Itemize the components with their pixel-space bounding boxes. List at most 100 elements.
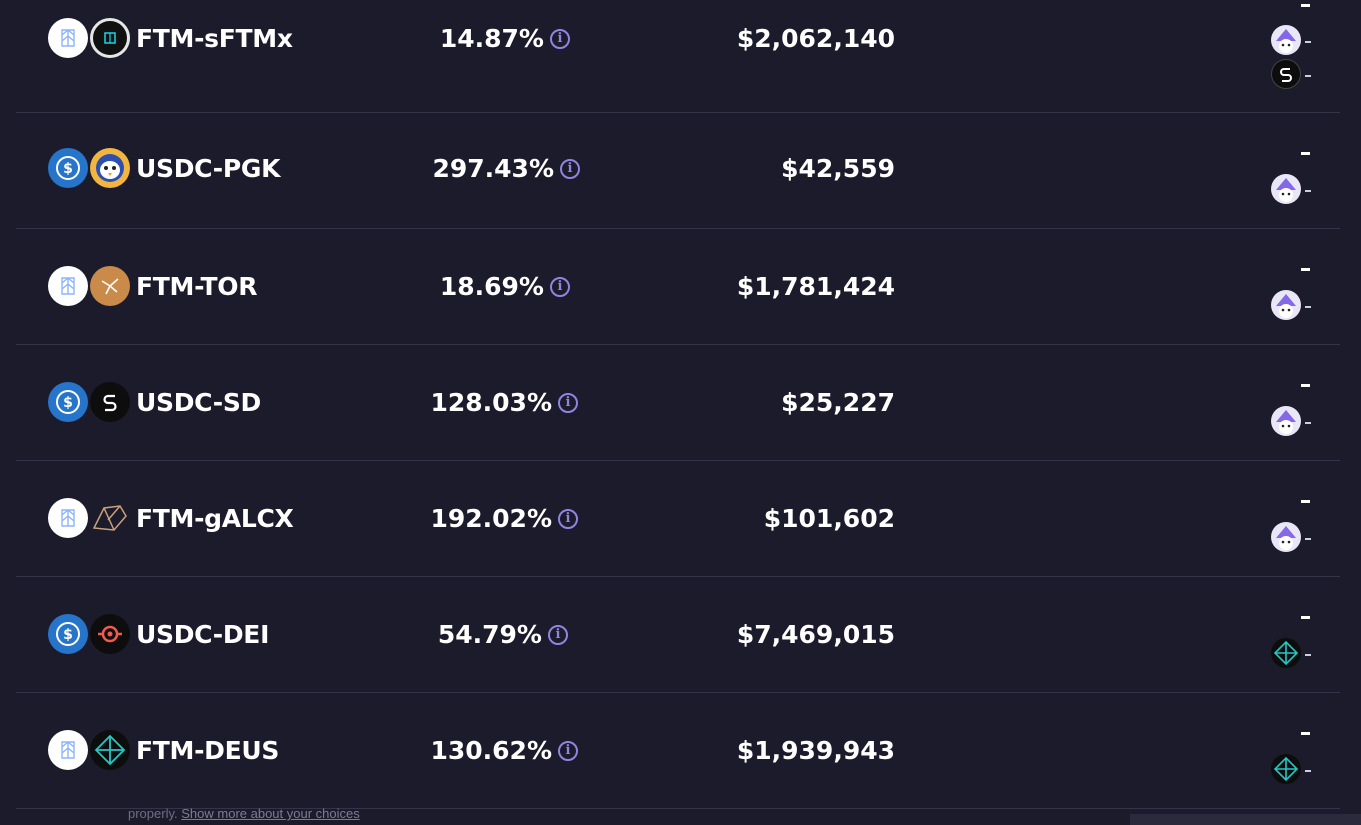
tvl-value: $1,781,424: [736, 272, 895, 301]
table-row[interactable]: FTM-sFTMx 14.87% i $2,062,140: [16, 0, 1340, 113]
sftmx-icon: [90, 18, 130, 58]
table-row[interactable]: FTM-TOR 18.69% i $1,781,424: [16, 229, 1340, 345]
pair-cell: $ USDC-PGK: [48, 148, 280, 188]
rewards-cell: [1271, 577, 1331, 689]
pair-name: FTM-gALCX: [136, 503, 294, 533]
galcx-icon: [90, 498, 130, 538]
pair-cell: FTM-gALCX: [48, 498, 294, 538]
rewards-cell: [1271, 461, 1331, 573]
cookie-notice-prefix: properly.: [128, 806, 178, 821]
dash-text: [1301, 500, 1310, 503]
fantom-icon: [48, 18, 88, 58]
pair-name: FTM-DEUS: [136, 735, 280, 765]
cookie-notice-link[interactable]: Show more about your choices: [181, 806, 360, 821]
svg-text:$: $: [63, 627, 73, 643]
penguin-icon: [90, 148, 130, 188]
reward-dash: [1305, 538, 1311, 540]
usdc-icon: $: [48, 148, 88, 188]
tvl-value: $25,227: [781, 388, 895, 417]
usdc-icon: $: [48, 614, 88, 654]
info-icon[interactable]: i: [550, 276, 570, 297]
apr-value: 54.79%: [437, 620, 542, 649]
wizard-reward-icon: [1271, 290, 1301, 320]
pair-name: FTM-sFTMx: [136, 23, 293, 53]
dash-text: [1301, 4, 1310, 7]
cookie-notice-text: properly. Show more about your choices: [128, 806, 360, 821]
pair-name: FTM-TOR: [136, 271, 258, 301]
reward-dash: [1305, 770, 1311, 772]
table-row[interactable]: $ USDC-DEI 54.79% i $7,469,015: [16, 577, 1340, 693]
tvl-value: $2,062,140: [736, 24, 895, 53]
wizard-reward-icon: [1271, 522, 1301, 552]
reward-dash: [1305, 41, 1311, 43]
tvl-value: $101,602: [763, 504, 895, 533]
apr-value: 130.62%: [430, 736, 552, 765]
info-icon[interactable]: i: [558, 740, 578, 761]
dash-text: [1301, 268, 1310, 271]
rewards-cell: [1271, 229, 1331, 341]
tvl-value: $1,939,943: [736, 736, 895, 765]
table-row[interactable]: $ USDC-PGK 297.43% i $42,559: [16, 113, 1340, 229]
rewards-cell: [1271, 0, 1331, 112]
info-icon[interactable]: i: [550, 28, 570, 49]
pair-cell: FTM-TOR: [48, 266, 257, 306]
info-icon[interactable]: i: [560, 158, 580, 179]
table-row[interactable]: FTM-gALCX 192.02% i $101,602: [16, 461, 1340, 577]
info-icon[interactable]: i: [548, 624, 568, 645]
info-icon[interactable]: i: [558, 508, 578, 529]
cookie-banner-edge: [1130, 814, 1361, 825]
apr-value: 297.43%: [432, 154, 554, 183]
sd-icon: [90, 382, 130, 422]
wizard-reward-icon: [1271, 25, 1301, 55]
table-row[interactable]: FTM-DEUS 130.62% i $1,939,943: [16, 693, 1340, 809]
deus-icon: [90, 730, 130, 770]
reward-dash: [1305, 190, 1311, 192]
apr-value: 192.02%: [430, 504, 552, 533]
farms-table: FTM-sFTMx 14.87% i $2,062,140 $: [16, 0, 1340, 809]
apr-cell: 297.43% i: [432, 154, 580, 183]
pair-cell: FTM-sFTMx: [48, 18, 293, 58]
deus-reward-icon: [1271, 638, 1301, 668]
tor-icon: [90, 266, 130, 306]
pair-cell: $ USDC-DEI: [48, 614, 269, 654]
fantom-icon: [48, 266, 88, 306]
pair-cell: $ USDC-SD: [48, 382, 261, 422]
pair-name: USDC-PGK: [136, 153, 281, 183]
deus-reward-icon: [1271, 754, 1301, 784]
usdc-icon: $: [48, 382, 88, 422]
tvl-value: $42,559: [781, 154, 895, 183]
apr-value: 18.69%: [439, 272, 544, 301]
svg-text:$: $: [63, 161, 73, 177]
svg-text:$: $: [63, 395, 73, 411]
pair-name: USDC-DEI: [136, 619, 270, 649]
table-row[interactable]: $ USDC-SD 128.03% i $25,227: [16, 345, 1340, 461]
rewards-cell: [1271, 113, 1331, 225]
fantom-icon: [48, 498, 88, 538]
tvl-value: $7,469,015: [736, 620, 895, 649]
apr-cell: 130.62% i: [430, 736, 578, 765]
rewards-cell: [1271, 693, 1331, 805]
dash-text: [1301, 384, 1310, 387]
dei-icon: [90, 614, 130, 654]
dash-text: [1301, 152, 1310, 155]
apr-cell: 128.03% i: [430, 388, 578, 417]
apr-cell: 14.87% i: [440, 24, 570, 53]
reward-dash: [1305, 306, 1311, 308]
reward-dash: [1305, 422, 1311, 424]
wizard-reward-icon: [1271, 174, 1301, 204]
info-icon[interactable]: i: [558, 392, 578, 413]
dash-text: [1301, 616, 1310, 619]
reward-dash: [1305, 75, 1311, 77]
pair-cell: FTM-DEUS: [48, 730, 279, 770]
wizard-reward-icon: [1271, 406, 1301, 436]
apr-value: 14.87%: [439, 24, 544, 53]
fantom-icon: [48, 730, 88, 770]
dash-text: [1301, 732, 1310, 735]
rewards-cell: [1271, 345, 1331, 457]
sd-reward-icon: [1271, 59, 1301, 89]
apr-cell: 192.02% i: [430, 504, 578, 533]
apr-cell: 18.69% i: [440, 272, 570, 301]
apr-value: 128.03%: [430, 388, 552, 417]
reward-dash: [1305, 654, 1311, 656]
apr-cell: 54.79% i: [438, 620, 568, 649]
